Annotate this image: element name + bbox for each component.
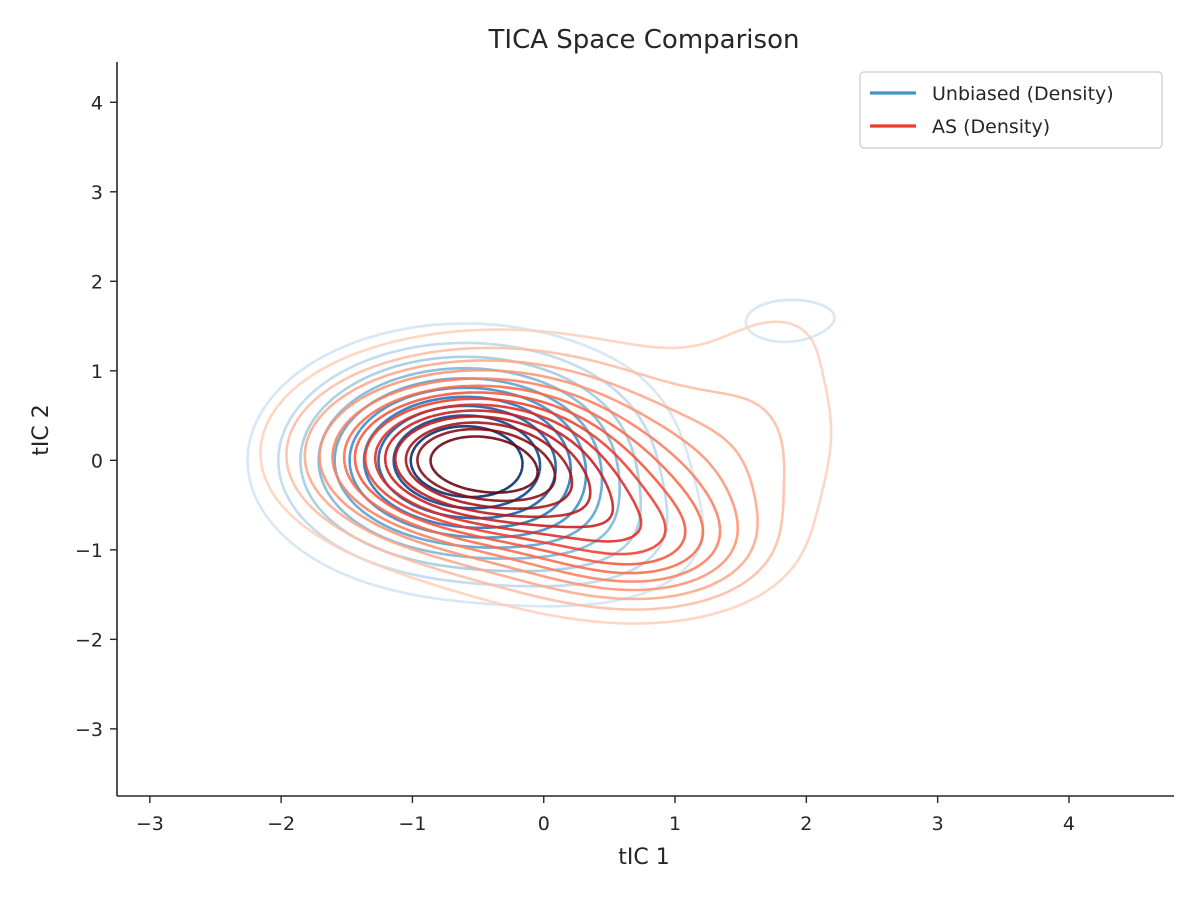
as-density-contour (342, 384, 705, 575)
unbiased-density-contour (299, 355, 642, 573)
as-density-contour (259, 320, 833, 625)
as-density-contour (404, 421, 574, 510)
x-tick-label: 1 (669, 813, 681, 835)
y-axis-label: tIC 2 (29, 404, 54, 455)
y-axis: −3 −2 −1 0 1 2 3 4 (75, 92, 117, 741)
y-tick-label: −3 (75, 719, 103, 741)
chart-title: TICA Space Comparison (488, 25, 800, 55)
as-density-contour (394, 415, 592, 519)
x-tick-label: −2 (267, 813, 295, 835)
as-density-contour (363, 397, 667, 556)
y-tick-label: 4 (91, 92, 103, 114)
as-density-contour (416, 427, 557, 503)
legend-label-as: AS (Density) (932, 116, 1050, 138)
x-axis: −3 −2 −1 0 1 2 3 4 (136, 796, 1075, 835)
y-tick-label: 2 (91, 271, 103, 293)
as-density-contour (318, 369, 740, 592)
as-density-contour (331, 377, 722, 583)
as-density-contour (353, 391, 687, 566)
x-axis-label: tIC 1 (618, 845, 669, 870)
as-density-contour (373, 403, 643, 543)
as-density-contour (383, 409, 615, 529)
y-tick-label: 0 (91, 450, 103, 472)
as-density-contour (285, 346, 786, 611)
x-tick-label: −1 (398, 813, 426, 835)
y-tick-label: 3 (91, 182, 103, 204)
y-tick-label: 1 (91, 361, 103, 383)
legend: Unbiased (Density) AS (Density) (859, 71, 1163, 149)
as-density-contour (429, 435, 539, 494)
x-tick-label: 3 (932, 813, 944, 835)
legend-box (859, 71, 1163, 149)
x-tick-label: 4 (1063, 813, 1075, 835)
y-tick-label: −1 (75, 540, 103, 562)
x-tick-label: 2 (800, 813, 812, 835)
unbiased-density-contour (409, 425, 524, 499)
x-tick-label: −3 (136, 813, 164, 835)
y-tick-label: −2 (75, 629, 103, 651)
legend-label-unbiased: Unbiased (Density) (932, 83, 1114, 105)
plot-area (246, 298, 836, 625)
x-tick-label: 0 (538, 813, 550, 835)
as-density-contour (303, 359, 759, 601)
